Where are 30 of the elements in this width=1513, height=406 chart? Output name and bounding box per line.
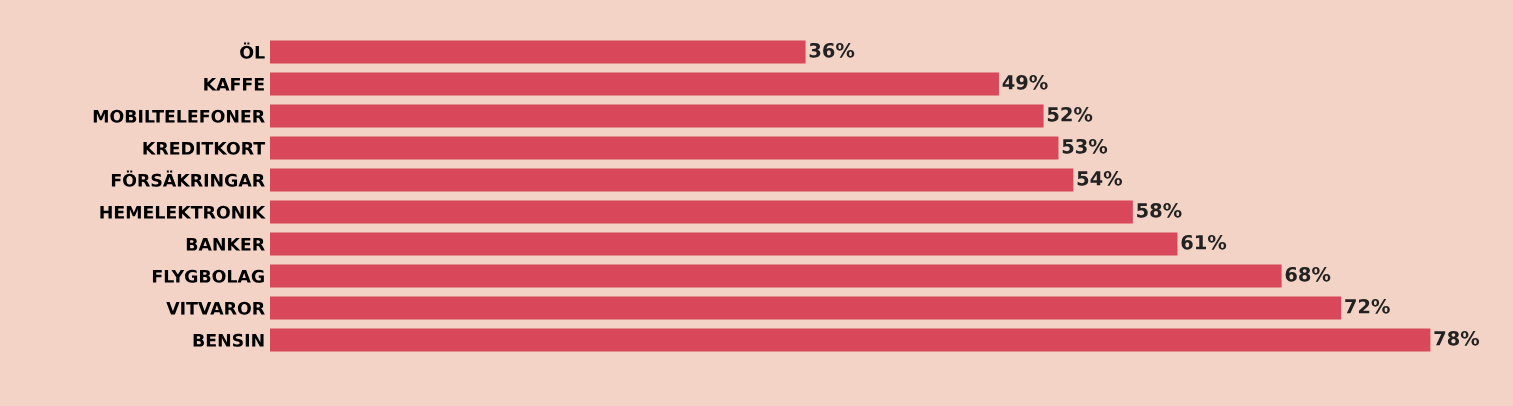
data-label: 78% (1434, 330, 1480, 346)
y-tick-label: HEMELEKTRONIK (100, 205, 266, 219)
bar (270, 296, 1342, 320)
y-tick-label: FLYGBOLAG (152, 269, 264, 283)
data-label: 49% (1002, 74, 1048, 90)
data-label: 54% (1077, 170, 1123, 186)
y-tick-label: BENSIN (193, 333, 264, 347)
data-label: 72% (1345, 298, 1390, 314)
bar (270, 168, 1074, 192)
bar (270, 232, 1178, 256)
bar (270, 328, 1431, 352)
y-tick-label: BANKER (186, 237, 265, 251)
data-label: 68% (1285, 266, 1331, 282)
bar (270, 264, 1282, 288)
data-label: 36% (809, 42, 855, 58)
data-label: 53% (1062, 138, 1108, 154)
data-label: 52% (1047, 106, 1093, 122)
y-tick-label: VITVAROR (166, 301, 265, 315)
y-tick-label: MOBILTELEFONER (93, 109, 265, 123)
bar (270, 104, 1044, 128)
y-tick-label: FÖRSÄKRINGAR (111, 170, 265, 187)
y-tick-label: KAFFE (204, 77, 264, 91)
y-tick-label: ÖL (240, 42, 265, 59)
y-tick-label: KREDITKORT (143, 141, 266, 155)
bar (270, 136, 1059, 160)
data-label: 61% (1181, 234, 1227, 250)
bar (270, 72, 999, 96)
bar (270, 40, 806, 64)
bar (270, 200, 1133, 224)
data-label: 58% (1137, 202, 1182, 218)
